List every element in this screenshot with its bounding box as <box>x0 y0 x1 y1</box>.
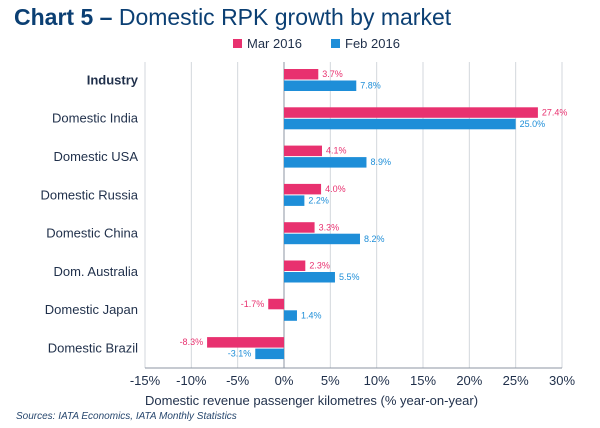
bar-feb-2016 <box>284 80 357 91</box>
bar-mar-2016 <box>284 107 538 118</box>
data-label: -1.7% <box>241 299 265 309</box>
data-label: -8.3% <box>180 337 204 347</box>
data-label: 25.0% <box>520 119 546 129</box>
x-tick-label: 10% <box>364 373 390 388</box>
data-label: 4.0% <box>325 184 346 194</box>
bar-mar-2016 <box>284 260 306 271</box>
source-note: Sources: IATA Economics, IATA Monthly St… <box>16 411 237 422</box>
data-label: 1.4% <box>301 310 322 320</box>
legend-swatch-feb <box>331 39 340 48</box>
x-tick-label: 25% <box>503 373 529 388</box>
legend-label-mar: Mar 2016 <box>247 36 302 51</box>
bar-feb-2016 <box>284 157 367 168</box>
data-label: 3.3% <box>319 222 340 232</box>
x-tick-label: 0% <box>275 373 294 388</box>
chart-title: Chart 5 – Domestic RPK growth by market <box>14 4 451 31</box>
bar-mar-2016 <box>207 337 284 348</box>
x-tick-label: 5% <box>321 373 340 388</box>
bar-feb-2016 <box>284 272 335 283</box>
data-label: 7.8% <box>360 81 381 91</box>
legend-swatch-mar <box>233 39 242 48</box>
bar-feb-2016 <box>284 118 516 130</box>
x-tick-label: 15% <box>410 373 436 388</box>
bar-mar-2016 <box>284 69 319 80</box>
chart-title-bold: Chart 5 – <box>14 4 113 30</box>
bar-mar-2016 <box>284 183 322 195</box>
category-label: Domestic Russia <box>40 187 138 202</box>
category-label: Domestic China <box>46 226 139 241</box>
chart-title-rest: Domestic RPK growth by market <box>118 4 452 30</box>
x-tick-label: -15% <box>130 373 161 388</box>
bar-mar-2016 <box>268 298 284 310</box>
data-label: 2.3% <box>309 261 330 271</box>
category-label: Domestic India <box>52 111 139 126</box>
data-label: 8.2% <box>364 234 385 244</box>
x-tick-label: -10% <box>176 373 207 388</box>
category-label: Dom. Australia <box>53 264 138 279</box>
category-label: Industry <box>87 72 139 87</box>
bar-feb-2016 <box>284 233 360 245</box>
bar-feb-2016 <box>255 348 284 360</box>
data-label: 8.9% <box>370 157 391 167</box>
x-tick-label: -5% <box>226 373 250 388</box>
data-label: -3.1% <box>228 349 252 359</box>
category-label: Domestic USA <box>53 149 138 164</box>
category-label: Domestic Japan <box>45 302 138 317</box>
data-label: 4.1% <box>326 146 347 156</box>
data-label: 3.7% <box>322 69 343 79</box>
category-label: Domestic Brazil <box>48 341 138 356</box>
x-axis-title: Domestic revenue passenger kilometres (%… <box>145 393 478 408</box>
bar-feb-2016 <box>284 310 297 321</box>
bar-mar-2016 <box>284 222 315 233</box>
bar-feb-2016 <box>284 195 305 206</box>
bar-mar-2016 <box>284 145 322 157</box>
data-label: 27.4% <box>542 107 568 117</box>
x-tick-label: 20% <box>456 373 482 388</box>
legend-label-feb: Feb 2016 <box>345 36 400 51</box>
x-tick-label: 30% <box>549 373 575 388</box>
data-label: 5.5% <box>339 272 360 282</box>
data-label: 2.2% <box>308 196 329 206</box>
